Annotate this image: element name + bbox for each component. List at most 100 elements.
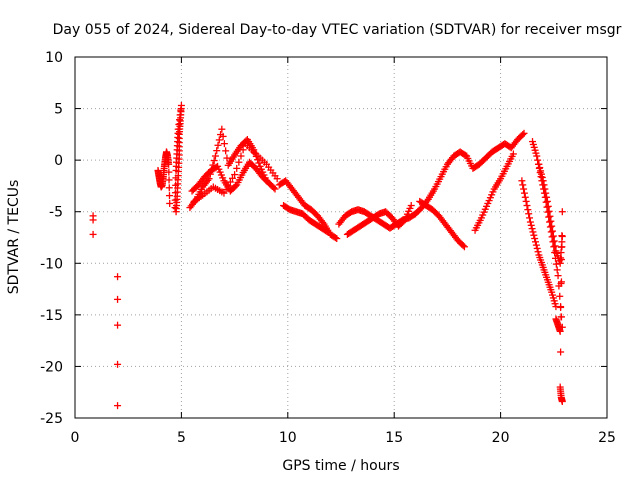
data-point <box>540 181 548 189</box>
data-point <box>543 193 551 201</box>
data-point <box>165 168 173 176</box>
data-point <box>520 185 528 193</box>
data-point <box>549 232 557 240</box>
data-point <box>520 189 528 197</box>
data-point <box>531 238 539 246</box>
data-point <box>522 197 530 205</box>
x-tick-label: 20 <box>492 430 510 446</box>
plot-frame <box>74 56 608 419</box>
data-point <box>534 248 542 256</box>
data-point <box>526 214 534 222</box>
x-tick-label: 25 <box>598 430 616 446</box>
data-point <box>228 174 236 182</box>
data-point <box>218 125 226 133</box>
data-point <box>222 147 230 155</box>
data-points <box>89 101 566 410</box>
data-point <box>553 266 561 274</box>
y-tick-label: -10 <box>40 256 63 272</box>
data-point <box>222 185 230 193</box>
data-point <box>224 182 232 190</box>
data-point <box>554 272 562 280</box>
data-point <box>89 230 97 238</box>
data-point <box>319 218 327 226</box>
data-point <box>558 243 566 251</box>
data-point <box>545 207 553 215</box>
data-point <box>556 292 564 300</box>
y-tick-label: -15 <box>40 308 63 324</box>
y-tick-labels: -25 -20 -15 -10 -5 0 5 10 <box>40 50 63 427</box>
data-point <box>547 217 555 225</box>
data-point <box>533 152 541 160</box>
data-point <box>543 197 551 205</box>
data-point <box>215 136 223 144</box>
data-point <box>407 202 415 210</box>
data-point <box>519 181 527 189</box>
data-point <box>558 232 566 240</box>
data-point <box>172 174 180 182</box>
data-point <box>114 321 122 329</box>
data-point <box>534 156 542 164</box>
data-point <box>520 129 528 137</box>
y-tick-label: 0 <box>54 153 63 169</box>
data-point <box>204 176 212 184</box>
data-point <box>214 141 222 149</box>
data-point <box>171 189 179 197</box>
data-point <box>172 166 180 174</box>
grid-lines <box>75 57 607 418</box>
data-point <box>509 150 517 158</box>
y-axis-label: SDTVAR / TECUs <box>6 180 22 295</box>
data-point <box>219 132 227 140</box>
data-point <box>172 181 180 189</box>
data-point <box>220 189 228 197</box>
data-point <box>273 175 281 183</box>
data-point <box>270 184 278 192</box>
data-point <box>235 158 243 166</box>
data-point <box>263 177 271 185</box>
data-point <box>171 196 179 204</box>
data-point <box>213 147 221 155</box>
data-point <box>528 225 536 233</box>
y-tick-label: -25 <box>40 411 63 427</box>
data-point <box>557 303 565 311</box>
data-point <box>548 222 556 230</box>
data-point <box>527 221 535 229</box>
data-point <box>518 177 526 185</box>
data-point <box>210 157 218 165</box>
data-point <box>537 167 545 175</box>
data-point <box>460 243 468 251</box>
data-point <box>165 184 173 192</box>
data-point <box>331 234 339 242</box>
data-point <box>535 160 543 168</box>
data-point <box>525 210 533 218</box>
data-point <box>542 189 550 197</box>
data-point <box>114 402 122 410</box>
data-point <box>206 170 214 178</box>
data-point <box>239 146 247 154</box>
data-point <box>523 202 531 210</box>
data-point <box>114 273 122 281</box>
data-point <box>165 160 173 168</box>
data-point <box>549 227 557 235</box>
data-point <box>550 237 558 245</box>
x-tick-label: 10 <box>279 430 297 446</box>
axis-ticks <box>74 56 608 419</box>
data-point <box>323 228 331 236</box>
data-point <box>114 295 122 303</box>
data-point <box>538 173 546 181</box>
y-tick-label: -20 <box>40 359 63 375</box>
data-point <box>526 218 534 226</box>
data-point <box>400 217 408 225</box>
data-point <box>533 244 541 252</box>
data-point <box>529 228 537 236</box>
y-tick-label: 5 <box>54 102 63 118</box>
data-point <box>557 313 565 321</box>
data-point <box>536 164 544 172</box>
data-point <box>271 185 279 193</box>
data-point <box>530 231 538 239</box>
data-point <box>459 242 467 250</box>
data-point <box>558 397 566 405</box>
data-point <box>220 140 228 148</box>
data-point <box>89 216 97 224</box>
data-point <box>558 208 566 216</box>
